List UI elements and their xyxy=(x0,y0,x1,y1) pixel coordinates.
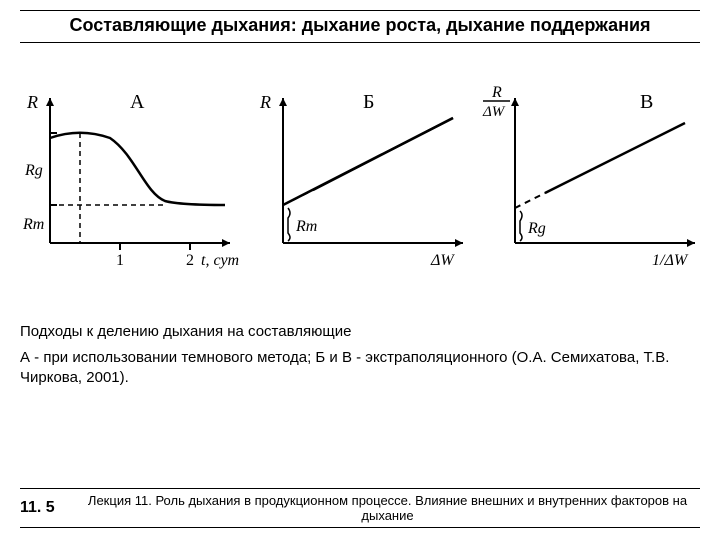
caption-subtitle: Подходы к делению дыхания на составляющи… xyxy=(20,323,700,340)
header-block: Составляющие дыхания: дыхание роста, дых… xyxy=(20,10,700,43)
panel-a-label: А xyxy=(130,91,145,113)
axis-x-label-c: 1/ΔW xyxy=(652,252,689,269)
rule-top-2 xyxy=(20,42,700,43)
page-title: Составляющие дыхания: дыхание роста, дых… xyxy=(20,11,700,42)
chart-panel-c: R ΔW В Rg 1/ΔW xyxy=(480,83,705,273)
rg-label-c: Rg xyxy=(527,220,546,237)
chart-panel-b: R Б Rm ΔW xyxy=(248,83,473,273)
rule-bottom-2 xyxy=(20,527,700,528)
footer-text: Лекция 11. Роль дыхания в продукционном … xyxy=(75,493,700,523)
caption-body: А - при использовании темнового метода; … xyxy=(20,348,700,389)
tick-1: 1 xyxy=(116,252,124,269)
rm-label-a: Rm xyxy=(22,216,44,233)
axis-x-label-b: ΔW xyxy=(430,252,455,269)
axis-y-label: R xyxy=(26,92,38,112)
tick-2: 2 xyxy=(186,252,194,269)
axis-y-label-b: R xyxy=(259,92,271,112)
chart-c-svg: R ΔW В Rg 1/ΔW xyxy=(480,83,705,273)
panel-b-label: Б xyxy=(363,91,374,113)
ylabel-den: ΔW xyxy=(482,104,506,120)
charts-row: R А Rg Rm 1 2 t, сут xyxy=(15,83,705,273)
chart-a-svg: R А Rg Rm 1 2 t, сут xyxy=(15,83,240,273)
chart-b-svg: R Б Rm ΔW xyxy=(248,83,473,273)
rm-label-b: Rm xyxy=(295,218,317,235)
ylabel-num: R xyxy=(491,84,502,101)
axis-x-label-a: t, сут xyxy=(201,252,239,269)
page-number: 11. 5 xyxy=(20,499,75,517)
panel-c-label: В xyxy=(640,91,653,113)
rg-label-a: Rg xyxy=(24,162,43,179)
chart-panel-a: R А Rg Rm 1 2 t, сут xyxy=(15,83,240,273)
footer: 11. 5 Лекция 11. Роль дыхания в продукци… xyxy=(20,488,700,528)
